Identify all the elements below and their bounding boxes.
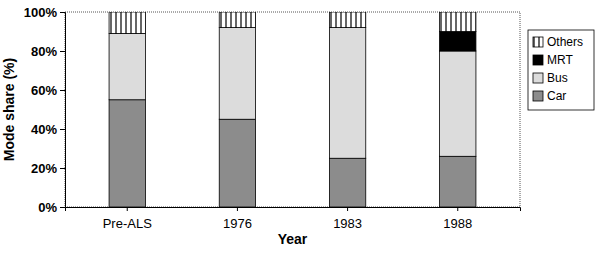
x-tick-label: 1983 [333,216,362,231]
legend-label: Others [547,35,583,49]
legend-swatch [533,37,543,47]
plot-frame [65,12,520,207]
y-tick-mark [60,168,65,169]
bars [109,12,476,207]
y-tick-label: 80% [31,44,57,59]
bar-segment [440,32,476,52]
x-tick-label: Pre-ALS [103,216,152,231]
y-tick-label: 20% [31,161,57,176]
legend-label: MRT [547,53,573,67]
bar-segment [109,100,145,207]
legend-swatch [533,55,543,65]
x-axis-line [66,208,521,212]
legend-swatch [533,91,543,101]
legend-box [528,30,594,110]
bar-segment [329,12,365,28]
legend-item: Car [533,89,566,103]
bar-segment [109,12,145,33]
x-axis: Pre-ALS 1976 1983 1988 [66,207,521,231]
x-tick-mark [457,207,458,211]
x-tick: 1983 [333,207,362,231]
y-tick-label: 60% [31,83,57,98]
x-axis-title: Year [278,231,308,247]
legend: Others MRT Bus Car [528,30,594,110]
y-tick-label: 100% [24,5,58,20]
y-tick-mark [60,12,65,13]
x-tick-label: 1976 [223,216,252,231]
legend-label: Bus [547,71,568,85]
bar-segment [219,12,255,28]
legend-item: Others [533,35,583,49]
y-tick-mark [60,51,65,52]
y-axis-line [60,13,66,208]
x-tick-mark [127,207,128,211]
legend-label: Car [547,89,566,103]
legend-item: MRT [533,53,573,67]
y-tick-label: 40% [31,122,57,137]
x-tick-label: 1988 [443,216,472,231]
bar-segment [219,28,255,120]
bar-segment [219,119,255,207]
y-tick-mark [60,207,65,208]
y-tick: 80% [31,44,65,59]
x-tick: 1976 [223,207,252,231]
bar-segment [440,156,476,207]
y-axis: 0% 20% 40% 60% 80% 100% [24,5,66,215]
x-tick-mark [237,207,238,211]
bar-segment [329,28,365,159]
bar-segment [440,12,476,32]
x-tick: 1988 [443,207,472,231]
y-tick-mark [60,129,65,130]
y-tick: 100% [24,5,65,20]
legend-swatch [533,73,543,83]
y-tick-label: 0% [38,200,57,215]
y-tick: 20% [31,161,65,176]
x-tick-mark [347,207,348,211]
bar-segment [109,33,145,99]
bar-segment [440,51,476,156]
y-tick: 40% [31,122,65,137]
plot: 0% 20% 40% 60% 80% 100% Pre-ALS 1976 1983 1988 [24,5,521,232]
y-tick: 0% [38,200,65,215]
x-tick: Pre-ALS [103,207,152,231]
legend-item: Bus [533,71,568,85]
y-tick: 60% [31,83,65,98]
y-tick-mark [60,90,65,91]
y-axis-title: Mode share (%) [1,58,17,161]
chart: 0% 20% 40% 60% 80% 100% Pre-ALS 1976 1983 1988 Yea… [0,0,597,258]
bar-segment [329,158,365,207]
